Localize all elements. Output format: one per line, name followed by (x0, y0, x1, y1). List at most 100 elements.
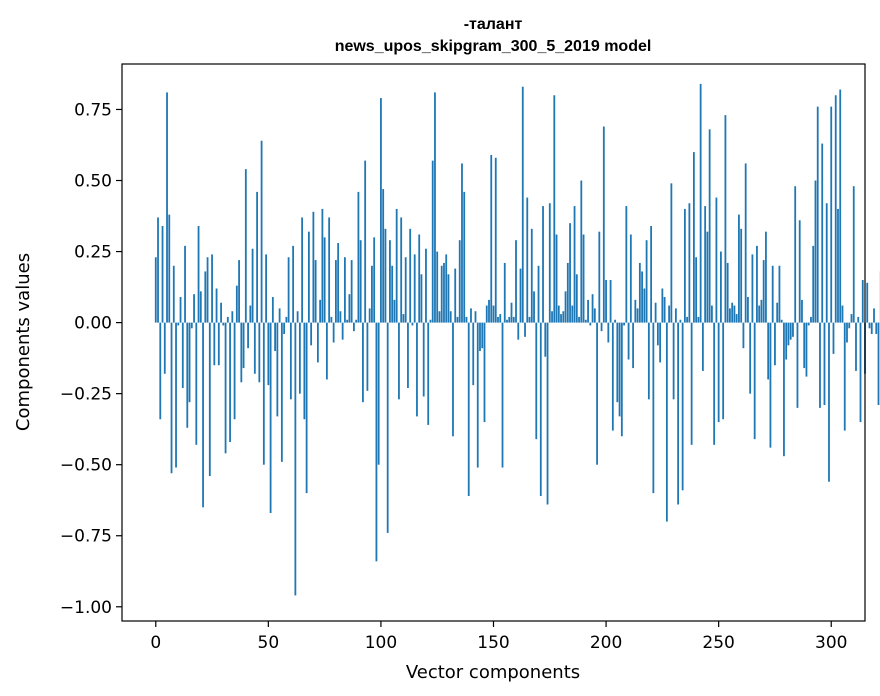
bar (184, 245, 186, 323)
bar (330, 316, 333, 323)
bar (706, 231, 709, 323)
bar (778, 265, 781, 323)
bar (641, 271, 643, 323)
bar (301, 217, 304, 323)
bar (848, 322, 851, 329)
x-tick-label: 200 (590, 633, 622, 653)
bar (591, 294, 594, 323)
bar (364, 160, 367, 323)
bar (692, 152, 695, 323)
bar (846, 322, 848, 343)
chart-title-line1: -талант (464, 16, 523, 33)
bar (386, 322, 389, 533)
y-axis-label: Components values (13, 253, 34, 431)
bar (701, 322, 704, 371)
x-tick-label: 100 (365, 633, 397, 653)
bar (391, 265, 394, 323)
bar (839, 89, 842, 323)
bar (161, 225, 164, 323)
bar (420, 274, 423, 323)
bar (463, 191, 466, 323)
bar (506, 319, 508, 323)
bar (605, 279, 607, 323)
bar (521, 86, 524, 323)
bar (217, 322, 220, 366)
bar (609, 279, 612, 323)
bar (861, 279, 864, 323)
bar (647, 322, 650, 400)
bar (828, 322, 830, 482)
bar (720, 251, 722, 323)
bar (251, 248, 254, 323)
bar (747, 297, 749, 323)
bar (812, 245, 815, 323)
bar (456, 316, 459, 323)
bar (632, 322, 634, 369)
bar (584, 319, 587, 323)
bar (726, 262, 729, 323)
bar (537, 265, 540, 323)
bar (823, 322, 826, 406)
bar (332, 322, 335, 343)
bar (211, 254, 213, 323)
bar (756, 245, 758, 323)
bar (488, 299, 490, 323)
bar (620, 322, 623, 437)
bar (870, 322, 873, 334)
bar (163, 322, 166, 374)
bar (339, 311, 342, 323)
bar (805, 322, 808, 377)
bar (256, 191, 258, 323)
bar (409, 228, 412, 323)
bar (355, 319, 358, 323)
bar (850, 314, 853, 323)
bar (373, 237, 376, 323)
bar (695, 257, 698, 323)
bar (855, 322, 857, 371)
bar (674, 308, 677, 323)
bar (524, 322, 526, 337)
bar (708, 129, 711, 323)
bar (611, 322, 614, 431)
bar (672, 322, 675, 400)
bar (762, 260, 765, 323)
bar (483, 322, 486, 423)
bar (350, 260, 353, 323)
bar (616, 322, 619, 403)
bar (607, 322, 610, 343)
bar (199, 291, 202, 323)
bar (269, 322, 272, 514)
bar (526, 197, 529, 323)
bar (470, 308, 472, 323)
bar (193, 294, 195, 323)
bar (654, 302, 657, 323)
x-tick-label: 150 (477, 633, 509, 653)
bar (515, 240, 517, 323)
bar (319, 299, 322, 323)
bar (834, 95, 837, 323)
bar (830, 106, 833, 323)
bar (321, 208, 324, 323)
bar (668, 305, 671, 323)
bar (159, 322, 162, 420)
bar (729, 308, 731, 323)
bar (449, 311, 452, 323)
y-tick-label: 0.25 (74, 243, 112, 263)
bar (438, 311, 441, 323)
bar (258, 322, 261, 383)
bar (656, 322, 659, 346)
bar (810, 316, 812, 323)
bar (774, 322, 776, 366)
bar (877, 322, 880, 406)
bar (188, 322, 191, 403)
bar (873, 308, 875, 323)
bar (395, 208, 398, 323)
bar (262, 322, 265, 465)
bar (661, 288, 664, 323)
bar (508, 316, 511, 323)
bar (346, 319, 349, 323)
bar (535, 322, 538, 440)
bar (278, 308, 281, 323)
bar (769, 322, 772, 448)
